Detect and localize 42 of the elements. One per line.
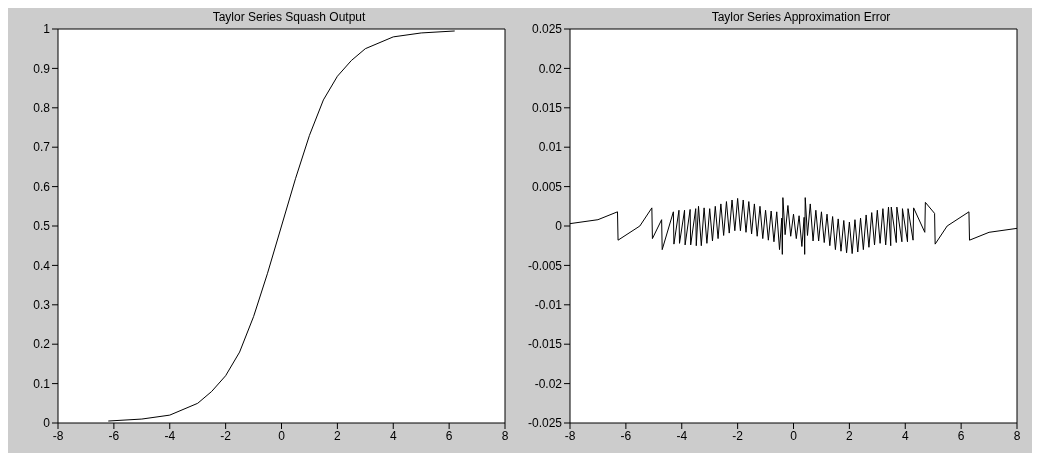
x-tick-label: 4 [389,428,397,443]
y-tick-label: 1 [43,22,51,37]
x-tick-label: 2 [846,428,854,443]
x-tick-label: 2 [334,428,342,443]
x-tick-label: 6 [957,428,965,443]
x-tick-label: 0 [278,428,286,443]
x-tick-label: -2 [220,428,232,443]
y-tick-label: -0.025 [527,416,563,431]
y-tick-label: 0.6 [33,179,51,194]
y-tick-label: 0.2 [33,337,51,352]
y-tick-label: 0.9 [33,61,51,76]
y-tick-label: 0.01 [538,140,563,155]
y-tick-label: 0.025 [531,22,563,37]
y-tick-label: 0.3 [33,298,51,313]
y-tick-label: -0.015 [527,337,563,352]
y-tick-label: 0.02 [538,61,563,76]
x-tick-label: -8 [52,428,64,443]
x-tick-label: -8 [564,428,576,443]
x-tick-label: 8 [501,428,509,443]
y-tick-label: 0 [555,219,563,234]
y-tick-label: -0.01 [534,298,563,313]
x-tick-label: 4 [901,428,909,443]
x-tick-label: -4 [164,428,176,443]
y-tick-label: -0.005 [527,258,563,273]
y-tick-label: 0.7 [33,140,51,155]
x-tick-label: -6 [620,428,632,443]
y-tick-label: 0.5 [33,219,51,234]
y-tick-label: -0.02 [534,376,563,391]
y-tick-label: 0.1 [33,376,51,391]
x-tick-label: 8 [1013,428,1021,443]
x-tick-label: 6 [445,428,453,443]
chart-title: Taylor Series Approximation Error [710,10,892,24]
y-tick-label: 0 [43,416,51,431]
y-tick-label: 0.005 [531,179,563,194]
x-tick-label: 0 [790,428,798,443]
x-tick-label: -2 [732,428,744,443]
chart-title: Taylor Series Squash Output [211,10,367,24]
y-tick-label: 0.4 [33,258,51,273]
y-tick-label: 0.015 [531,101,563,116]
y-tick-label: 0.8 [33,101,51,116]
x-tick-label: -6 [108,428,120,443]
x-tick-label: -4 [676,428,688,443]
